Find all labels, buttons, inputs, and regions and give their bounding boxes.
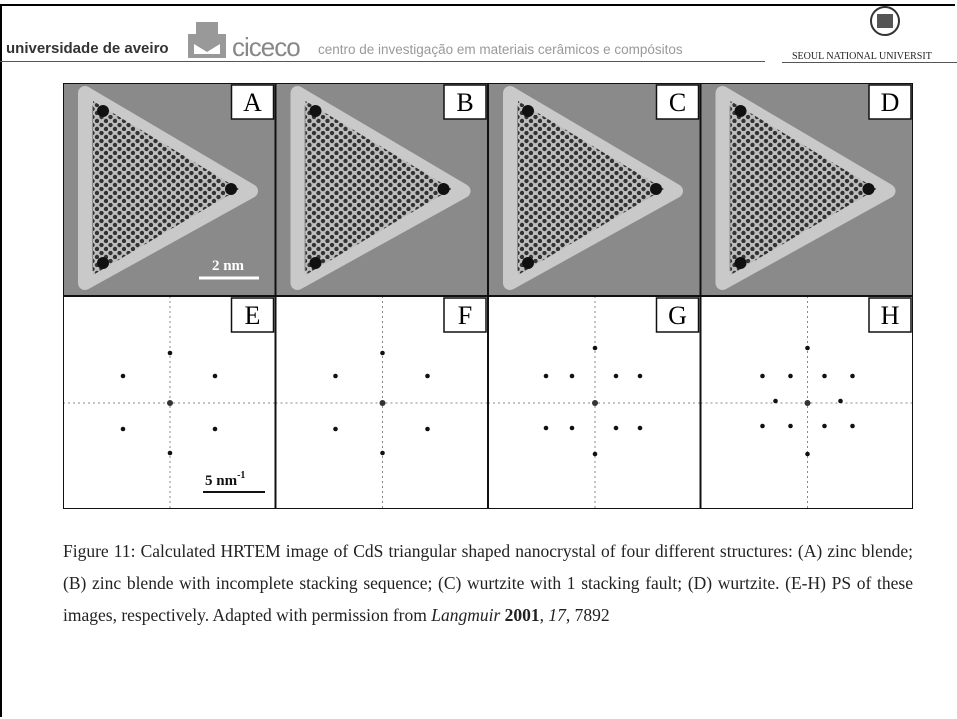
seoul-name: SEOUL NATIONAL UNIVERSIT <box>792 51 932 62</box>
header-rule <box>782 62 957 63</box>
diffraction-spot <box>773 399 778 404</box>
diffraction-spot <box>638 374 643 379</box>
diffraction-spot <box>760 374 765 379</box>
diffraction-spot <box>425 374 430 379</box>
corner-atom <box>97 105 109 117</box>
corner-atom <box>735 257 747 269</box>
diffraction-spot <box>822 374 827 379</box>
diffraction-spot <box>805 452 810 457</box>
header-rule <box>0 61 765 62</box>
panel: D <box>701 83 914 296</box>
corner-atom <box>522 105 534 117</box>
diffraction-spot <box>593 346 598 351</box>
diffraction-spot <box>121 427 126 432</box>
corner-atom <box>310 257 322 269</box>
panel: F <box>276 296 489 509</box>
diffraction-spot <box>333 427 338 432</box>
center-spot <box>805 400 811 406</box>
diffraction-spot <box>788 424 793 429</box>
panel-label: D <box>881 88 900 117</box>
corner-atom <box>310 105 322 117</box>
diffraction-spot <box>760 424 765 429</box>
panel: H <box>701 296 914 509</box>
scale-bar-label: 2 nm <box>212 258 245 274</box>
panel: B <box>276 83 489 296</box>
diffraction-spot <box>213 374 218 379</box>
diffraction-spot <box>850 374 855 379</box>
panel-label: H <box>881 301 900 330</box>
diffraction-spot <box>380 451 385 456</box>
panel-label: B <box>456 88 473 117</box>
diffraction-spot <box>570 374 575 379</box>
diffraction-spot <box>850 424 855 429</box>
diffraction-spot <box>638 426 643 431</box>
page: universidade de aveiro ciceco centro de … <box>0 0 957 719</box>
corner-atom <box>225 183 237 195</box>
panel-label: F <box>458 301 472 330</box>
diffraction-spot <box>838 399 843 404</box>
university-name: universidade de aveiro <box>6 40 169 57</box>
center-spot <box>592 400 598 406</box>
diffraction-spot <box>614 426 619 431</box>
superscript: -1 <box>237 470 245 481</box>
caption-text: Langmuir <box>431 605 500 625</box>
center-spot <box>167 400 173 406</box>
panel: C <box>488 83 701 296</box>
corner-atom <box>522 257 534 269</box>
diffraction-spot <box>213 427 218 432</box>
panel-label: E <box>245 301 261 330</box>
diffraction-spot <box>425 427 430 432</box>
caption-text: 17 <box>548 605 566 625</box>
diffraction-spot <box>121 374 126 379</box>
diffraction-spot <box>788 374 793 379</box>
panel: G <box>488 296 701 509</box>
panel-label: C <box>669 88 686 117</box>
diffraction-spot <box>805 346 810 351</box>
diffraction-spot <box>544 426 549 431</box>
figure-caption: Figure 11: Calculated HRTEM image of CdS… <box>63 535 913 631</box>
subtitle: centro de investigação em materiais cerâ… <box>318 42 683 57</box>
diffraction-spot <box>168 451 173 456</box>
brand: ciceco <box>232 32 300 63</box>
diffraction-spot <box>333 374 338 379</box>
corner-atom <box>97 257 109 269</box>
diffraction-spot <box>593 452 598 457</box>
logo-icon <box>186 20 228 60</box>
diffraction-spot <box>570 426 575 431</box>
diffraction-spot <box>544 374 549 379</box>
panel-label: A <box>243 88 262 117</box>
caption-text: , 7892 <box>566 605 610 625</box>
corner-atom <box>735 105 747 117</box>
center-spot <box>380 400 386 406</box>
seal-icon <box>868 4 902 40</box>
diffraction-spot <box>380 351 385 356</box>
caption-text: 2001 <box>505 605 540 625</box>
panel-label: G <box>668 301 687 330</box>
diffraction-spot <box>614 374 619 379</box>
corner-atom <box>438 183 450 195</box>
corner-atom <box>863 183 875 195</box>
corner-atom <box>650 183 662 195</box>
diffraction-spot <box>168 351 173 356</box>
diffraction-spot <box>822 424 827 429</box>
